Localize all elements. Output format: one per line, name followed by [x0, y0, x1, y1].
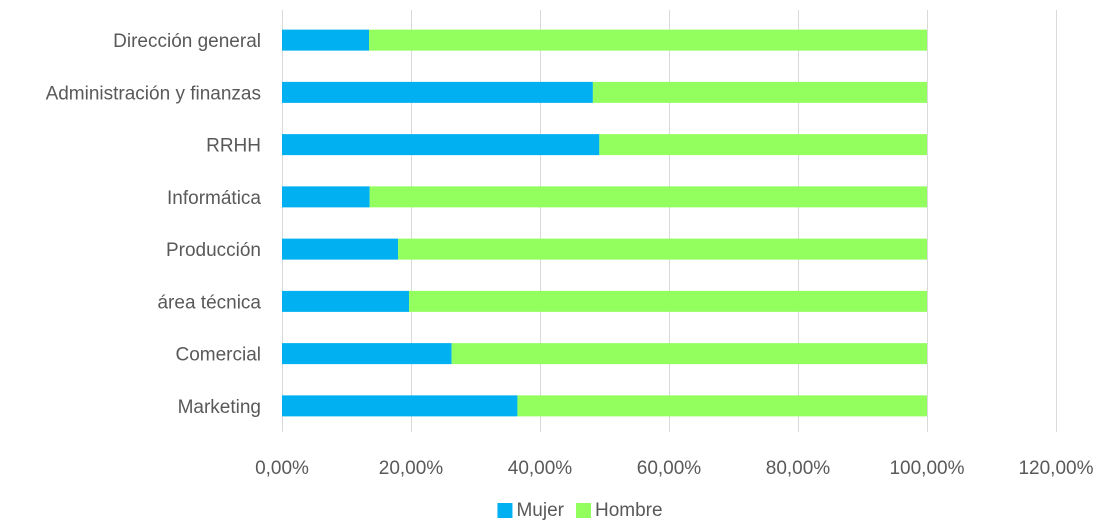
bar-hombre-3	[369, 186, 928, 208]
legend: Mujer Hombre	[497, 500, 663, 521]
bar-mujer-1	[282, 81, 593, 103]
legend-label-hombre: Hombre	[595, 500, 663, 521]
bar-mujer-7	[282, 395, 518, 417]
bar-mujer-5	[282, 290, 410, 312]
bar-mujer-2	[282, 134, 600, 156]
bar-mujer-0	[282, 29, 370, 51]
category-label-3: Informática	[167, 188, 261, 209]
category-label-4: Producción	[166, 240, 261, 261]
x-tick-label-4: 80,00%	[766, 458, 831, 479]
bar-mujer-6	[282, 343, 452, 365]
category-label-2: RRHH	[206, 136, 261, 157]
bar-mujer-4	[282, 238, 399, 260]
category-label-6: Comercial	[175, 345, 261, 366]
bar-hombre-0	[369, 29, 927, 51]
category-label-0: Dirección general	[113, 31, 261, 52]
category-label-7: Marketing	[178, 397, 261, 418]
bar-hombre-5	[409, 290, 927, 312]
x-tick-label-1: 20,00%	[379, 458, 444, 479]
x-tick-labels: 0,00% 20,00% 40,00% 60,00% 80,00% 100,00% 120,…	[255, 458, 1094, 479]
x-tick-label-6: 120,00%	[1018, 458, 1093, 479]
bar-hombre-7	[517, 395, 927, 417]
category-labels: Dirección general Administración y finanz…	[46, 31, 262, 418]
x-tick-label-5: 100,00%	[889, 458, 964, 479]
legend-label-mujer: Mujer	[516, 500, 564, 521]
legend-swatch-mujer	[497, 503, 513, 518]
gridlines	[282, 10, 1057, 432]
bar-mujer-3	[282, 186, 370, 208]
category-label-1: Administración y finanzas	[46, 83, 261, 104]
bar-hombre-1	[592, 81, 927, 103]
x-tick-label-2: 40,00%	[508, 458, 573, 479]
bar-hombre-6	[451, 343, 927, 365]
category-label-5: área técnica	[157, 292, 261, 313]
x-tick-label-0: 0,00%	[255, 458, 309, 479]
bar-hombre-2	[599, 134, 927, 156]
bars	[282, 29, 928, 417]
x-tick-label-3: 60,00%	[637, 458, 702, 479]
bar-hombre-4	[398, 238, 928, 260]
legend-swatch-hombre	[575, 503, 591, 518]
